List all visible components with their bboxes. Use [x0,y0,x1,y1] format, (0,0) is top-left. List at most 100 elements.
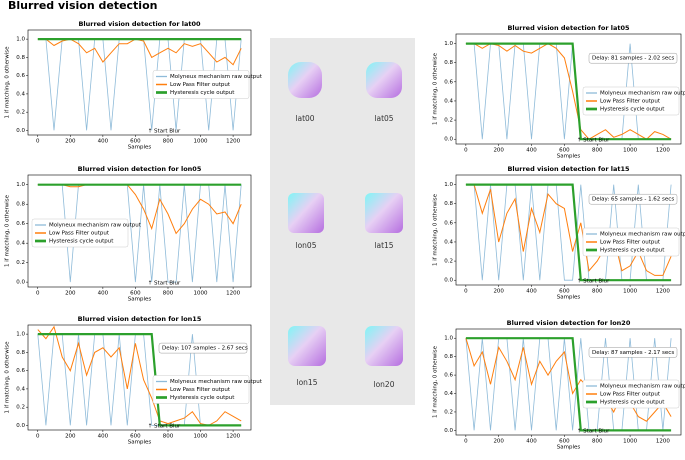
x-tick-label: 0 [36,434,40,440]
legend-box [152,70,250,99]
chart-title: Blurred vision detection for lon05 [78,165,202,173]
x-tick-label: 1200 [656,289,670,295]
x-tick-label: 400 [98,434,109,440]
series-line [465,183,672,282]
y-tick-label: 0.2 [16,260,25,266]
series-line [37,333,242,427]
y-tick-label: 0.8 [444,60,453,66]
legend-label: Low Pass Filter output [170,387,231,393]
x-tick-label: 1200 [226,291,240,297]
x-tick-label: 800 [163,139,174,145]
legend-label: Hysteresis cycle output [600,107,665,113]
legend-label: Molyneux mechanism raw output [49,223,142,229]
y-tick-label: 1.0 [444,182,453,188]
x-axis-label: Samples [557,295,581,301]
y-tick-label: 0.0 [444,428,453,434]
y-tick-label: 0.0 [444,137,453,143]
image-label: lon05 [296,241,317,250]
legend-label: Molyneux mechanism raw output [170,379,263,385]
y-tick-label: 0.2 [16,405,25,411]
y-tick-label: 0.0 [16,128,25,134]
legend-label: Low Pass Filter output [49,231,110,237]
delay-box [588,52,678,64]
y-axis-label: 1 if matching, 0 otherwise [5,194,11,267]
delay-box [158,342,248,354]
y-axis-label: 1 if matching, 0 otherwise [5,341,11,414]
x-tick-label: 1000 [194,139,208,145]
x-tick-label: 600 [559,148,570,154]
y-tick-label: 0.8 [16,55,25,61]
cube [288,62,322,98]
x-tick-label: 0 [464,148,468,154]
x-tick-label: 400 [526,439,537,445]
legend-label: Molyneux mechanism raw output [600,232,685,238]
annotation: ↑ Start Blur [577,428,610,435]
x-tick-label: 1000 [623,289,637,295]
legend-label: Molyneux mechanism raw output [600,384,685,390]
x-tick-label: 400 [526,148,537,154]
y-axis-label: 1 if matching, 0 otherwise [5,46,11,119]
series-line [465,43,672,140]
image-label: lat05 [374,114,393,123]
y-tick-label: 0.2 [444,259,453,265]
y-tick-label: 0.2 [444,409,453,415]
x-axis-label: Samples [128,145,152,151]
x-tick-label: 600 [559,289,570,295]
x-tick-label: 800 [592,289,603,295]
y-tick-label: 0.6 [16,368,25,374]
y-tick-label: 0.4 [444,239,453,245]
x-tick-label: 1000 [194,434,208,440]
cube [365,326,403,366]
legend-box [582,227,680,257]
y-tick-label: 0.6 [444,220,453,226]
x-tick-label: 0 [36,139,40,145]
delay-label: Delay: 87 samples - 2.17 secs [592,350,674,356]
legend-label: Molyneux mechanism raw output [170,74,263,80]
chart-title: Blurred vision detection for lat00 [78,20,201,28]
annotation: ↑ Start Blur [148,128,181,135]
y-tick-label: 0.6 [444,373,453,379]
x-tick-label: 0 [464,439,468,445]
x-tick-label: 200 [493,148,504,154]
chart-title: Blurred vision detection for lon20 [507,319,631,327]
x-tick-label: 1200 [226,139,240,145]
cube [366,62,402,98]
x-tick-label: 600 [559,439,570,445]
y-tick-label: 0.2 [16,110,25,116]
y-tick-label: 1.0 [16,182,25,188]
y-tick-label: 0.2 [444,118,453,124]
annotation: ↑ Start Blur [577,278,610,285]
x-tick-label: 600 [130,434,141,440]
legend-label: Low Pass Filter output [600,240,661,246]
x-tick-label: 1000 [623,439,637,445]
delay-box [588,193,678,205]
delay-label: Delay: 107 samples - 2.67 secs [162,346,248,352]
y-tick-label: 0.0 [444,278,453,284]
x-axis-label: Samples [128,297,152,303]
x-tick-label: 600 [130,139,141,145]
x-tick-label: 1200 [656,439,670,445]
image-label: lat15 [374,241,393,250]
legend-label: Low Pass Filter output [600,99,661,105]
series-line [37,184,242,235]
x-tick-label: 800 [592,148,603,154]
y-axis-label: 1 if matching, 0 otherwise [433,345,439,418]
x-tick-label: 400 [98,139,109,145]
y-axis-label: 1 if matching, 0 otherwise [433,52,439,125]
y-tick-label: 0.8 [444,201,453,207]
x-tick-label: 200 [493,439,504,445]
legend-box [152,375,250,404]
annotation: ↑ Start Blur [148,280,181,287]
chart-title: Blurred vision detection for lat15 [507,165,630,173]
x-tick-label: 800 [163,434,174,440]
y-tick-label: 0.8 [444,354,453,360]
y-tick-label: 0.4 [16,91,25,97]
x-tick-label: 200 [65,434,76,440]
y-axis-label: 1 if matching, 0 otherwise [433,193,439,266]
figure-title: Blurred vision detection [8,0,157,12]
y-tick-label: 0.4 [16,241,25,247]
x-tick-label: 0 [36,291,40,297]
legend-label: Hysteresis cycle output [600,248,665,254]
delay-box [588,347,678,358]
